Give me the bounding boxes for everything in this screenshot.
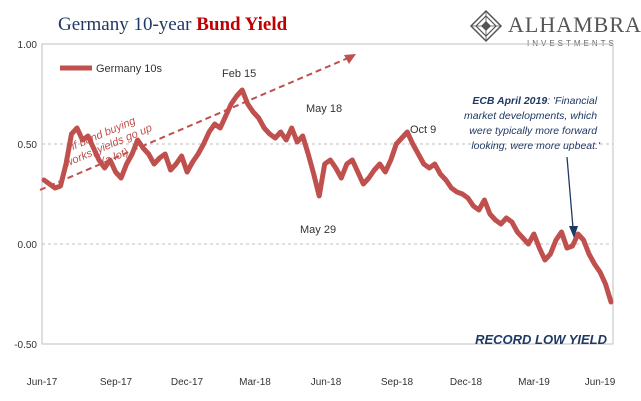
record-low-label: RECORD LOW YIELD <box>475 332 608 347</box>
trend-arrow <box>39 54 356 191</box>
plot-area <box>41 43 614 345</box>
gridlines <box>42 143 613 245</box>
ecb-quote: ECB April 2019: 'Financial market develo… <box>464 95 601 152</box>
y-tick-label: -0.50 <box>14 340 37 351</box>
ecb-quote-line-1: : 'Financial <box>547 95 598 107</box>
chart-title: Germany 10-year Bund Yield <box>58 14 288 35</box>
ecb-quote-line-2: market developments, which <box>464 110 597 122</box>
x-tick-label: Sep-18 <box>381 377 414 388</box>
x-tick-label: Jun-17 <box>27 377 58 388</box>
x-tick-label: Jun-19 <box>585 377 616 388</box>
y-tick-label: 0.50 <box>18 140 38 151</box>
y-tick-label: 0.00 <box>18 240 38 251</box>
logo-name: ALHAMBRA <box>508 12 641 37</box>
annotation-may-29: May 29 <box>300 224 336 236</box>
ecb-quote-bold: ECB April 2019 <box>472 95 547 107</box>
legend-label: Germany 10s <box>96 63 163 75</box>
ecb-quote-line-4: looking, were more upbeat.' <box>471 140 601 152</box>
x-tick-label: Mar-18 <box>239 377 271 388</box>
alhambra-logo: ALHAMBRA INVESTMENTS <box>469 9 641 48</box>
x-tick-label: Sep-17 <box>100 377 133 388</box>
x-tick-label: Jun-18 <box>311 377 342 388</box>
annotation-may-18: May 18 <box>306 103 342 115</box>
chart-title-part1: Germany 10-year <box>58 14 196 35</box>
annotation-feb-15: Feb 15 <box>222 68 256 80</box>
x-tick-label: Dec-17 <box>171 377 204 388</box>
x-axis-tick-labels: Jun-17 Sep-17 Dec-17 Mar-18 Jun-18 Sep-18 Dec-… <box>27 377 616 388</box>
x-tick-label: Mar-19 <box>518 377 550 388</box>
series-line-germany-10s <box>41 87 614 305</box>
x-tick-label: Dec-18 <box>450 377 483 388</box>
y-tick-label: 1.00 <box>18 40 38 51</box>
ecb-quote-line-3: were typically more forward <box>469 125 598 137</box>
legend: Germany 10s <box>60 63 163 75</box>
chart-title-part2: Bund Yield <box>196 14 287 35</box>
annotation-oct-9: Oct 9 <box>410 124 436 136</box>
logo-diamond-icon <box>469 9 503 43</box>
ecb-arrow <box>566 156 578 238</box>
y-axis-tick-labels: 1.00 0.50 0.00 -0.50 <box>14 40 37 351</box>
